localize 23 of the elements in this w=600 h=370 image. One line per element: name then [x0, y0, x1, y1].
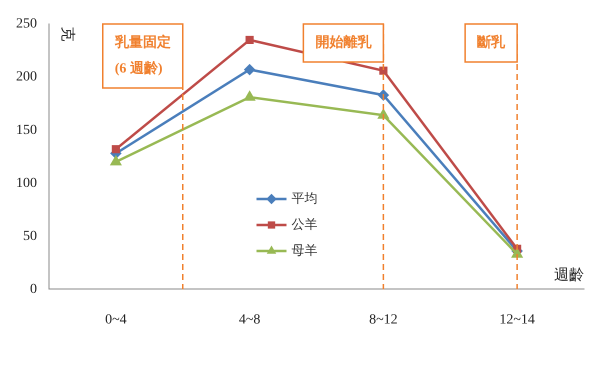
x-tick-label: 4~8 — [238, 312, 260, 328]
point — [246, 36, 254, 44]
x-tick-label: 12~14 — [499, 312, 535, 328]
point — [110, 156, 122, 166]
legend-label: 公羊 — [292, 216, 318, 232]
y-tick-label: 0 — [30, 282, 37, 297]
annotation: 乳量固定 (6 週齡) — [114, 34, 171, 77]
legend-label: 平均 — [292, 190, 318, 206]
x-axis-title: 週齡 — [554, 266, 584, 284]
x-tick-label: 8~12 — [369, 312, 398, 328]
ref-line-label: 開始離乳 — [315, 34, 372, 51]
legend-label: 母羊 — [292, 242, 318, 258]
y-tick-label: 200 — [16, 70, 37, 85]
x-tick-label: 0~4 — [105, 312, 127, 328]
y-tick-label: 100 — [16, 176, 37, 191]
point — [244, 91, 255, 101]
point — [244, 64, 255, 75]
y-axis-title: 克 — [59, 26, 76, 42]
point — [112, 145, 120, 154]
y-tick-label: 150 — [16, 122, 37, 138]
y-tick-label: 250 — [16, 16, 37, 32]
ref-line-label: 斷乳 — [477, 34, 506, 51]
y-tick-label: 50 — [23, 228, 37, 244]
